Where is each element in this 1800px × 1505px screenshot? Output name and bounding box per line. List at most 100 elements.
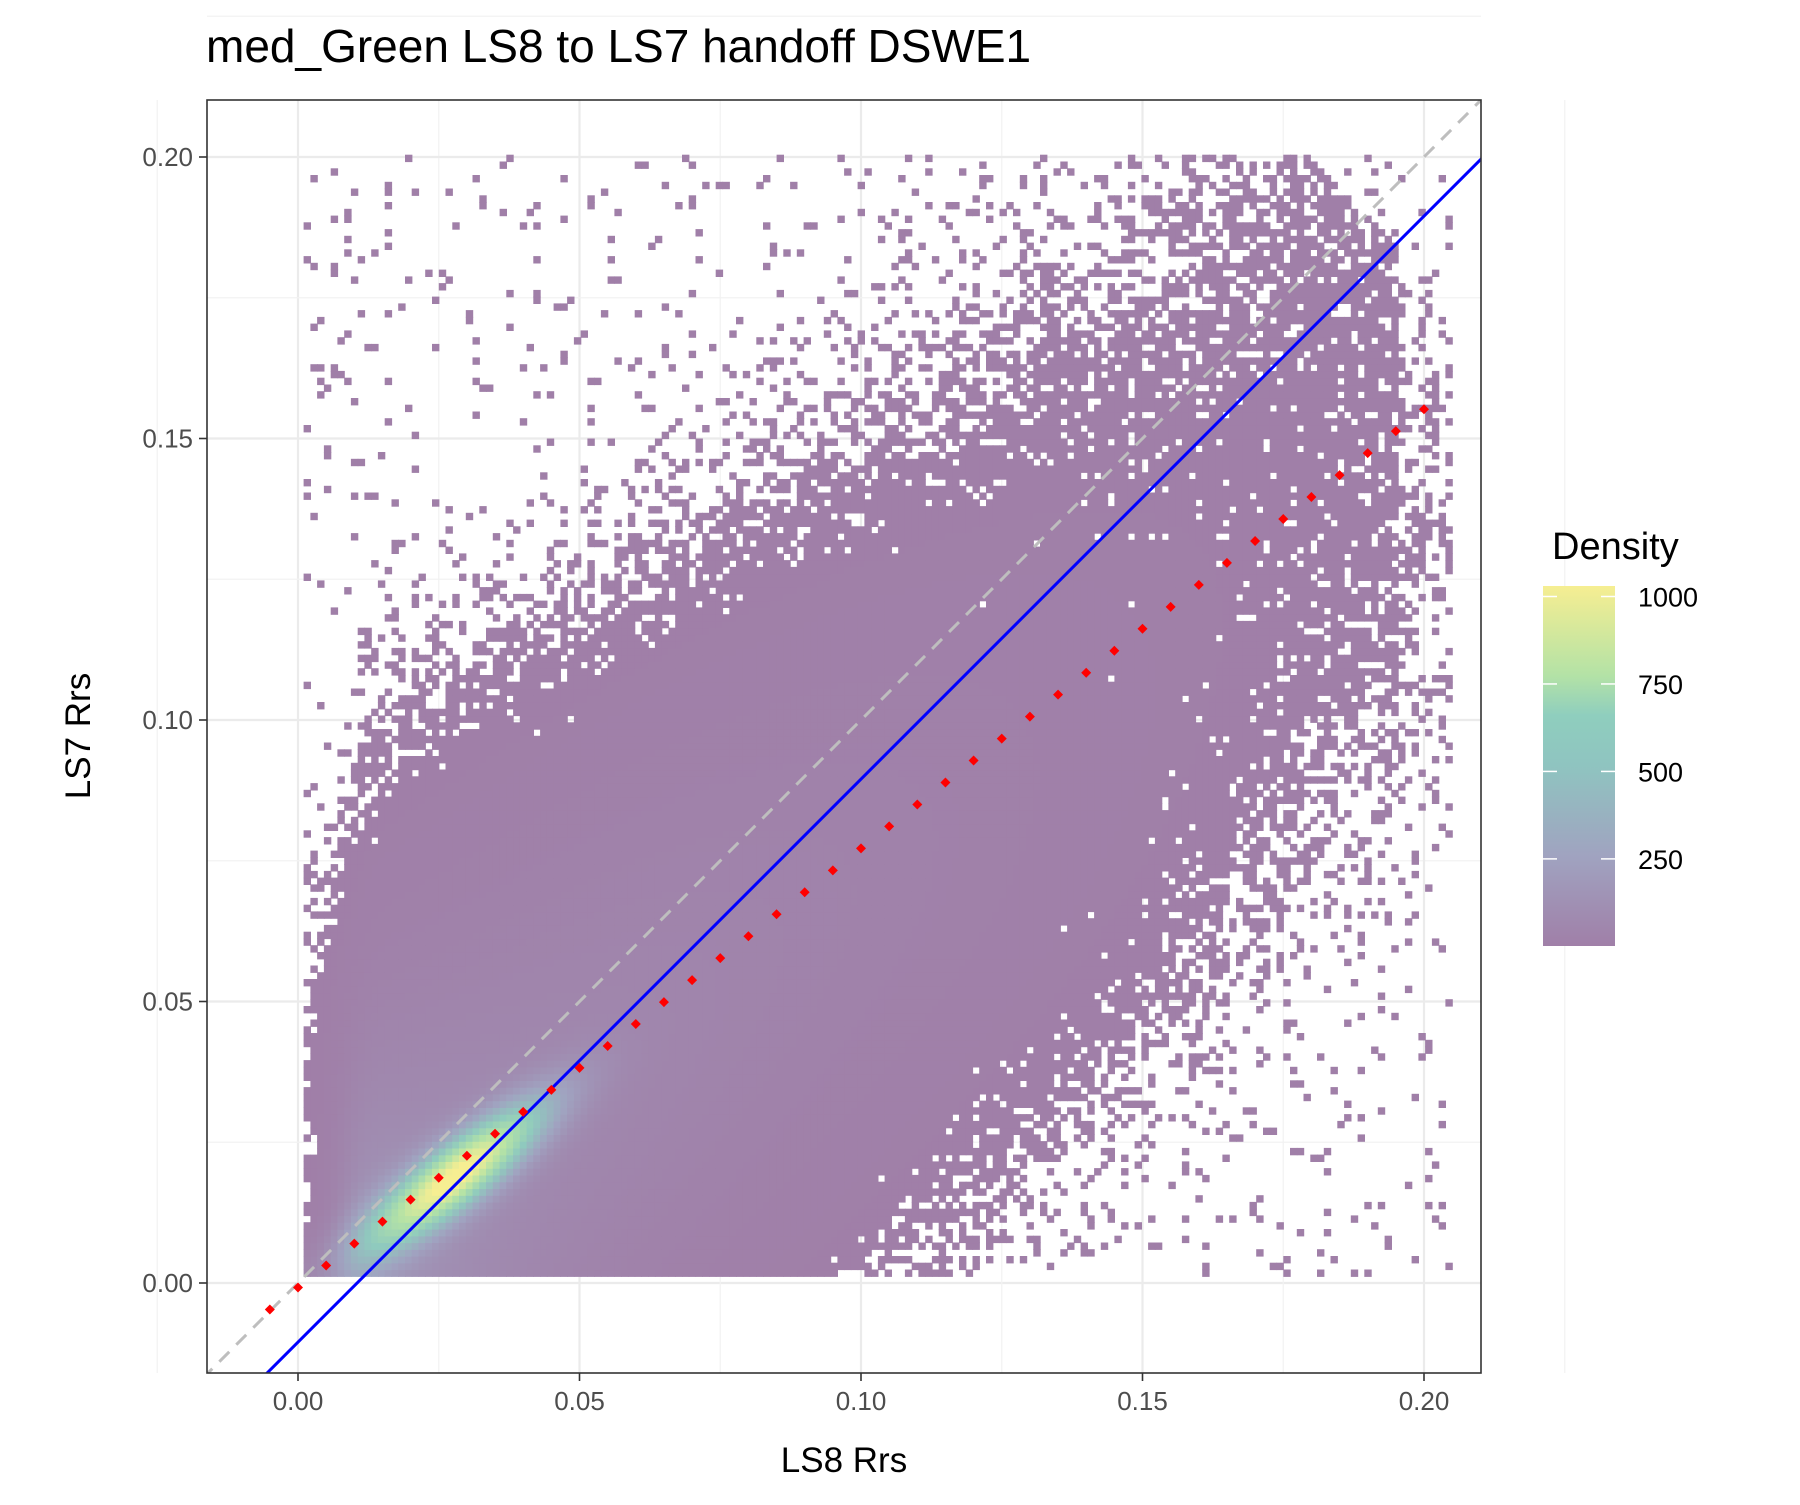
density-cell [554,959,561,966]
density-cell [608,601,615,608]
density-cell [412,648,419,655]
density-cell [540,830,547,837]
density-cell [601,993,608,1000]
density-cell [412,580,419,587]
density-cell [337,1101,344,1108]
density-cell [608,864,615,871]
density-cell [574,817,581,824]
density-cell [479,1060,486,1067]
density-cell [533,648,540,655]
density-cell [533,1249,540,1256]
density-cell [641,574,648,581]
density-cell [560,594,567,601]
density-cell [331,864,338,871]
density-cell [344,1249,351,1256]
density-cell [608,1080,615,1087]
density-cell [655,905,662,912]
density-cell [473,830,480,837]
density-cell [648,1188,655,1195]
density-cell [432,864,439,871]
density-cell [473,1047,480,1054]
density-cell [520,1101,527,1108]
density-cell [337,851,344,858]
density-cell [466,952,473,959]
density-cell [473,1270,480,1277]
density-cell [662,1249,669,1256]
density-cell [385,797,392,804]
density-cell [614,1195,621,1202]
density-cell [520,736,527,743]
density-cell [412,466,419,473]
density-cell [446,1148,453,1155]
density-cell [310,966,317,973]
density-cell [412,1175,419,1182]
density-cell [452,1101,459,1108]
density-cell [331,1121,338,1128]
density-cell [614,661,621,668]
density-cell [506,1249,513,1256]
density-cell [446,526,453,533]
density-cell [337,1128,344,1135]
density-cell [655,655,662,662]
density-cell [310,263,317,270]
density-cell [351,1101,358,1108]
density-cell [594,682,601,689]
density-cell [324,1013,331,1020]
density-cell [371,249,378,256]
density-cell [479,959,486,966]
density-cell [364,938,371,945]
density-cell [554,1121,561,1128]
density-cell [459,803,466,810]
density-cell [601,817,608,824]
density-cell [331,1229,338,1236]
density-cell [432,729,439,736]
density-cell [527,1236,534,1243]
density-cell [560,830,567,837]
density-cell [337,979,344,986]
density-cell [486,1121,493,1128]
density-cell [614,756,621,763]
density-cell [479,1209,486,1216]
density-cell [419,857,426,864]
density-cell [628,722,635,729]
density-cell [479,837,486,844]
density-cell [560,999,567,1006]
density-cell [614,675,621,682]
density-cell [554,1182,561,1189]
density-cell [554,1006,561,1013]
density-cell [540,1121,547,1128]
density-cell [587,817,594,824]
density-cell [425,1256,432,1263]
density-cell [486,844,493,851]
density-cell [412,1229,419,1236]
density-cell [601,844,608,851]
density-cell [533,1188,540,1195]
density-cell [581,1215,588,1222]
density-cell [358,830,365,837]
density-cell [655,1236,662,1243]
density-cell [560,1209,567,1216]
density-cell [621,1263,628,1270]
density-cell [601,1080,608,1087]
density-cell [641,1080,648,1087]
density-cell [419,1202,426,1209]
density-cell [533,601,540,608]
density-cell [621,1229,628,1236]
density-cell [439,1067,446,1074]
density-cell [364,344,371,351]
density-cell [601,763,608,770]
density-cell [473,756,480,763]
density-cell [479,938,486,945]
density-cell [371,911,378,918]
density-cell [473,932,480,939]
density-cell [412,189,419,196]
density-cell [614,851,621,858]
density-cell [608,1053,615,1060]
density-cell [527,932,534,939]
density-cell [459,1040,466,1047]
density-cell [459,824,466,831]
density-cell [581,783,588,790]
density-cell [486,1114,493,1121]
density-cell [439,743,446,750]
density-cell [500,756,507,763]
